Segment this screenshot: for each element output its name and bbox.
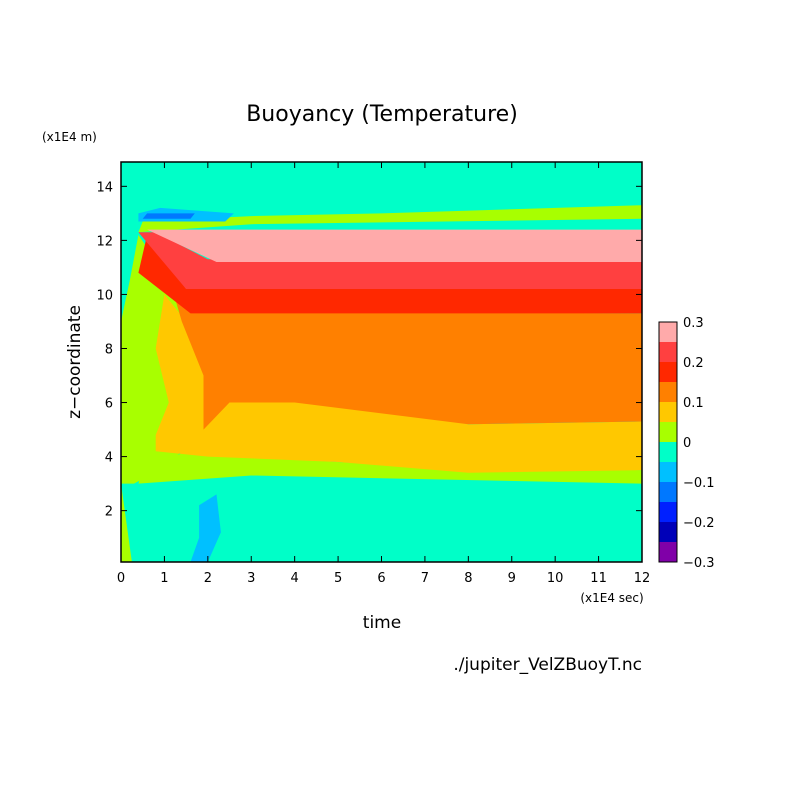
y-tick-label: 10 (96, 288, 113, 303)
colorbar-swatch (659, 462, 677, 482)
plot-area (121, 162, 642, 562)
band-lower-blue (190, 494, 221, 562)
y-tick-label: 8 (105, 342, 113, 357)
colorbar-label: 0.2 (683, 356, 704, 371)
x-axis-label: time (363, 613, 401, 633)
colorbar-swatch (659, 382, 677, 402)
x-tick-label: 3 (247, 571, 255, 586)
colorbar-swatch (659, 542, 677, 562)
band-lower-green (138, 451, 642, 484)
band-pink (147, 229, 642, 262)
band-upper-green (138, 205, 642, 233)
colorbar-swatch (659, 322, 677, 342)
source-file-label: ./jupiter_VelZBuoyT.nc (453, 655, 642, 675)
x-tick-label: 5 (334, 571, 342, 586)
band-red-orange (138, 235, 642, 314)
band-upper-darkblue (142, 213, 195, 219)
colorbar-swatch (659, 402, 677, 422)
y-axis-label: z−coordinate (65, 305, 85, 419)
colorbar: −0.3 −0.2 −0.1 0 0.1 0.2 0.3 (658, 316, 715, 571)
y-axis: 2 4 6 8 10 12 14 (96, 180, 642, 520)
x-units-label: (x1E4 sec) (580, 591, 643, 605)
band-lower-left-green (121, 483, 132, 562)
x-tick-label: 7 (421, 571, 429, 586)
colorbar-label: 0.3 (683, 316, 704, 331)
x-tick-label: 6 (377, 571, 385, 586)
x-tick-label: 4 (291, 571, 299, 586)
y-units-label: (x1E4 m) (42, 130, 97, 144)
x-tick-label: 9 (508, 571, 516, 586)
x-tick-label: 0 (117, 571, 125, 586)
y-tick-label: 6 (105, 397, 113, 412)
y-tick-label: 2 (105, 505, 113, 520)
x-tick-label: 10 (547, 571, 564, 586)
x-tick-label: 11 (590, 571, 607, 586)
x-axis: 0 1 2 3 4 5 6 7 8 9 10 11 12 (117, 162, 650, 586)
colorbar-swatch (659, 522, 677, 542)
colorbar-frame (658, 321, 678, 563)
colorbar-swatch (659, 442, 677, 462)
x-tick-label: 2 (204, 571, 212, 586)
colorbar-swatch (659, 422, 677, 442)
colorbar-label: 0 (683, 436, 691, 451)
colorbar-swatch (659, 502, 677, 522)
colorbar-label: −0.3 (683, 556, 715, 571)
colorbar-label: 0.1 (683, 396, 704, 411)
colorbar-label: −0.1 (683, 476, 715, 491)
x-tick-label: 1 (160, 571, 168, 586)
y-tick-label: 4 (105, 451, 113, 466)
band-yellow (155, 294, 642, 473)
colorbar-swatch (659, 362, 677, 382)
y-tick-label: 12 (96, 234, 113, 249)
y-tick-label: 14 (96, 180, 113, 195)
colorbar-label: −0.2 (683, 516, 715, 531)
x-tick-label: 8 (464, 571, 472, 586)
chart-title: Buoyancy (Temperature) (246, 102, 518, 127)
x-tick-label: 12 (634, 571, 651, 586)
colorbar-swatch (659, 342, 677, 362)
band-orange (164, 262, 642, 430)
colorbar-swatch (659, 482, 677, 502)
